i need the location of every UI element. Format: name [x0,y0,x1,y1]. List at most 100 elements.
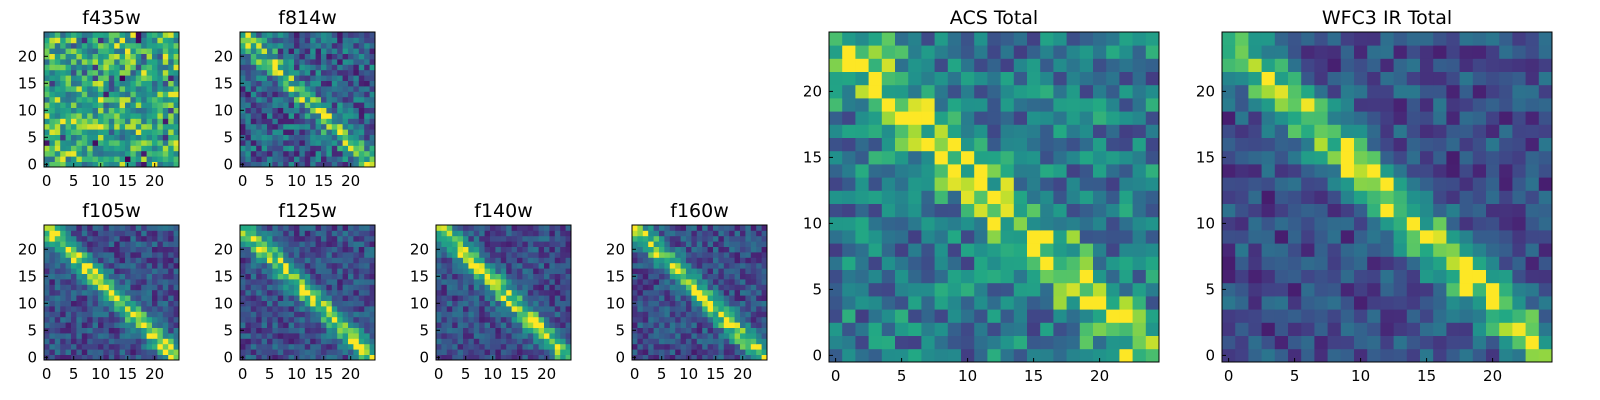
heatmap-cell [310,107,316,114]
heatmap-cell [517,252,523,258]
heatmap-cell [157,300,164,307]
heatmap-cell [337,327,343,334]
heatmap-cell [974,203,988,218]
heatmap-cell [729,273,735,280]
heatmap-cell [1459,269,1474,284]
panel-title: f140w [474,200,533,222]
heatmap-cell [157,322,164,328]
heatmap-cell [125,322,131,328]
heatmap-cell [135,113,142,119]
heatmap-cell [506,284,512,291]
heatmap-cell [490,246,496,253]
heatmap-cell [1000,150,1015,165]
heatmap-cell [60,32,66,38]
heatmap-cell [364,322,370,328]
heatmap-cell [342,107,349,114]
heatmap-cell [842,84,856,99]
heatmap-cell [310,241,316,247]
heatmap-cell [146,279,153,285]
heatmap-cell [125,129,131,135]
heatmap-cell [304,80,311,87]
heatmap-cell [908,203,922,218]
heatmap-cell [696,322,703,328]
heatmap-cell [98,42,104,49]
heatmap-cell [331,252,338,258]
heatmap-cell [895,45,909,59]
heatmap-cell [1261,137,1276,152]
heatmap-cell [468,252,475,258]
heatmap-cell [44,64,50,71]
heatmap-cell [245,91,252,98]
heatmap-cell [436,230,442,237]
heatmap-cell [130,75,137,81]
heatmap-cell [1406,243,1421,257]
heatmap-cell [98,113,104,119]
heatmap-cell [267,113,273,119]
heatmap-cell [1420,124,1434,138]
heatmap-cell [49,246,56,253]
heatmap-cell [92,113,99,119]
heatmap-cell [1314,322,1328,336]
heatmap-cell [240,59,246,65]
x-tick-label: 15 [510,365,529,383]
heatmap-cell [446,306,453,312]
heatmap-cell [250,53,257,60]
heatmap-cell [294,134,300,141]
heatmap-cell [702,349,708,355]
heatmap-cell [1314,243,1328,257]
heatmap-cell [522,273,529,280]
heatmap-cell [533,284,539,291]
heatmap-cell [369,273,376,280]
heatmap-cell [98,311,104,318]
heatmap-cell [527,235,534,242]
heatmap-cell [304,69,311,76]
heatmap-cell [369,279,376,285]
heatmap-cell [554,316,561,323]
heatmap-cell [538,257,545,264]
heatmap-cell [245,75,252,81]
heatmap-cell [310,69,316,76]
heatmap-cell [283,316,289,323]
heatmap-cell [1367,282,1381,297]
heatmap-cell [522,268,529,274]
heatmap-cell [92,349,99,355]
heatmap-cell [119,289,126,296]
heatmap-cell [1000,335,1015,350]
heatmap-cell [1525,269,1540,284]
heatmap-cell [1261,256,1276,270]
heatmap-cell [81,64,88,71]
heatmap-cell [1079,203,1094,218]
heatmap-cell [173,96,180,103]
heatmap-cell [168,129,174,135]
heatmap-cell [868,164,883,178]
heatmap-cell [1525,243,1540,257]
heatmap-cell [761,235,768,242]
heatmap-cell [103,156,110,162]
heatmap-cell [446,230,453,237]
heatmap-cell [321,246,327,253]
heatmap-cell [353,246,360,253]
heatmap-cell [369,32,376,38]
heatmap-cell [294,156,300,162]
heatmap-cell [288,279,295,285]
heatmap-cell [653,279,660,285]
heatmap-cell [1327,348,1342,363]
heatmap-cell [691,246,698,253]
heatmap-cell [135,107,142,114]
heatmap-cell [173,241,180,247]
heatmap-cell [321,268,327,274]
heatmap-cell [565,284,572,291]
heatmap-cell [277,246,284,253]
heatmap-cell [60,300,66,307]
heatmap-cell [1314,190,1328,204]
heatmap-cell [1499,164,1513,178]
y-tick-label: 0 [419,348,429,366]
heatmap-cell [157,230,164,237]
heatmap-cell [446,273,453,280]
heatmap-cell [1393,230,1408,244]
heatmap-cell [358,338,365,345]
heatmap-cell [1119,203,1133,218]
heatmap-cell [506,257,512,264]
heatmap-cell [261,140,268,146]
heatmap-cell [436,311,442,318]
